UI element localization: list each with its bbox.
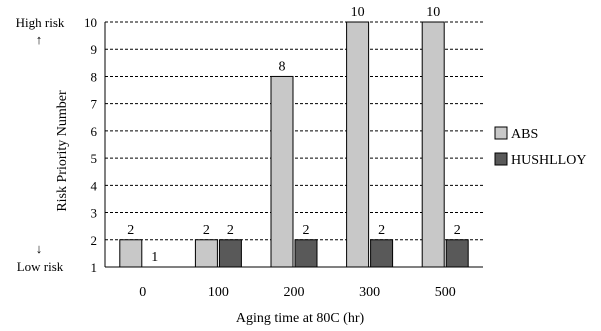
legend-swatch-abs: [494, 126, 508, 140]
x-tick-label: 200: [284, 285, 305, 300]
x-tick-label: 500: [435, 285, 456, 300]
y-tick-labels: 1 2 3 4 5 6 7 8 9 10: [84, 15, 98, 275]
y-tick-label: 3: [91, 206, 98, 221]
data-label: 2: [227, 223, 234, 238]
data-label: 2: [454, 223, 461, 238]
data-label: 10: [426, 5, 440, 20]
bar-abs: [270, 75, 294, 268]
data-labels: 2 1 2 2 8 2 10 2 10 2: [127, 5, 460, 265]
x-tick-label: 0: [139, 285, 146, 300]
y-tick-label: 10: [84, 15, 97, 30]
x-tick-labels: 0 100 200 300 500: [139, 285, 455, 300]
data-label: 1: [151, 250, 158, 265]
high-risk-arrow: ↑: [36, 32, 43, 47]
y-tick-label: 9: [91, 42, 98, 57]
axes: [104, 22, 483, 268]
grid-lines: [105, 21, 483, 241]
bar-abs: [194, 239, 218, 268]
data-label: 2: [378, 223, 385, 238]
y-tick-label: 5: [91, 151, 98, 166]
bar-hushlloy: [445, 239, 469, 268]
legend: ABS HUSHLLOY: [494, 126, 586, 168]
data-label: 8: [279, 59, 286, 74]
data-label: 2: [303, 223, 310, 238]
y-tick-label: 1: [91, 260, 98, 275]
bar-abs: [346, 21, 370, 268]
y-tick-label: 7: [91, 97, 98, 112]
low-risk-label: Low risk: [17, 259, 64, 274]
legend-swatch-hushlloy: [494, 152, 508, 166]
y-axis-title: Risk Priority Number: [55, 90, 70, 212]
bar-hushlloy: [294, 239, 318, 268]
high-risk-label: High risk: [16, 15, 65, 30]
y-tick-label: 6: [91, 124, 98, 139]
bar-hushlloy: [370, 239, 394, 268]
y-tick-label: 4: [91, 178, 98, 193]
bars: [119, 21, 469, 268]
x-tick-label: 100: [208, 285, 229, 300]
bar-abs: [119, 239, 143, 268]
legend-label-hushlloy: HUSHLLOY: [511, 153, 586, 168]
y-tick-label: 2: [91, 233, 98, 248]
data-label: 2: [127, 223, 134, 238]
bar-abs: [421, 21, 445, 268]
low-risk-arrow: ↓: [36, 241, 43, 256]
x-axis-title: Aging time at 80C (hr): [236, 311, 365, 326]
data-label: 2: [203, 223, 210, 238]
x-tick-label: 300: [359, 285, 380, 300]
y-tick-label: 8: [91, 69, 98, 84]
legend-label-abs: ABS: [511, 127, 538, 142]
bar-hushlloy: [218, 239, 242, 268]
data-label: 10: [351, 5, 365, 20]
